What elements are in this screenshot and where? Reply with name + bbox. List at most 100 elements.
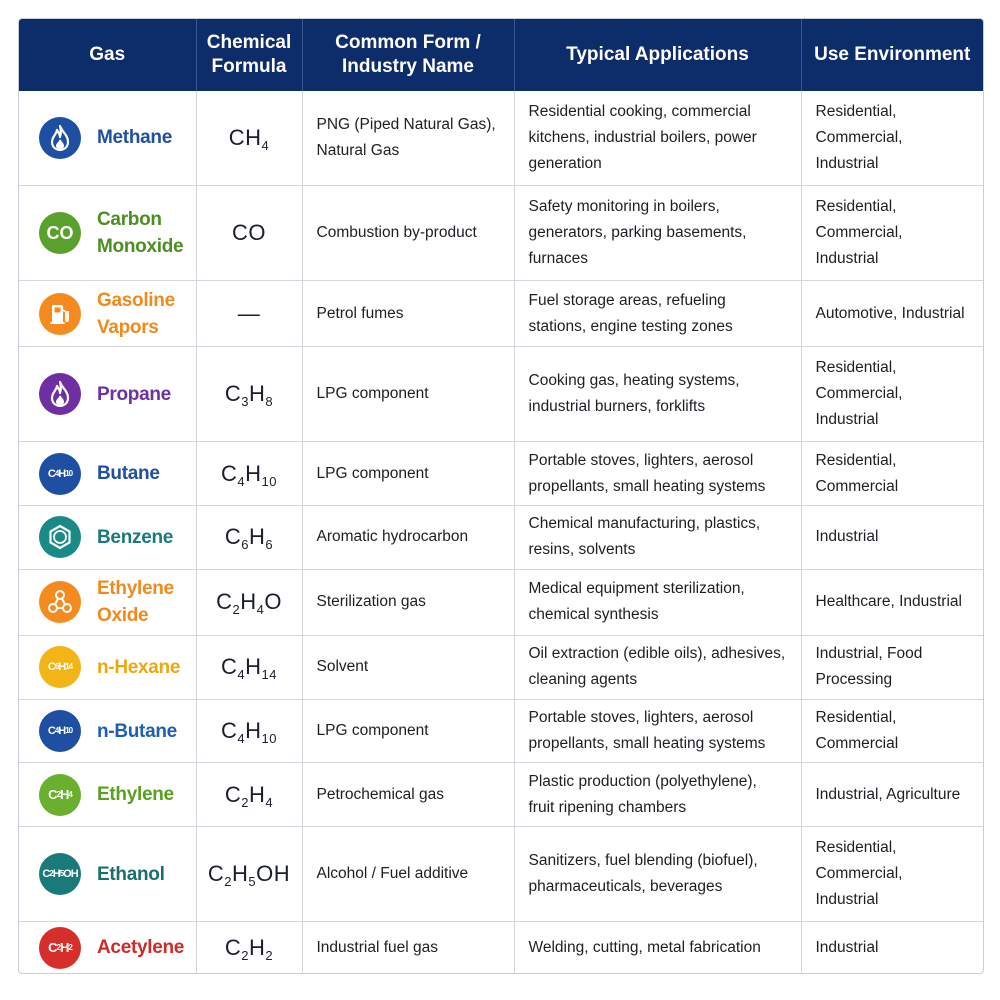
use-environment: Healthcare, Industrial	[801, 569, 983, 636]
header-chemical-formula: Chemical Formula	[196, 19, 303, 91]
use-environment: Residential, Commercial, Industrial	[801, 185, 983, 282]
chemical-formula: C2H2	[196, 921, 303, 973]
typical-applications: Safety monitoring in boilers, generators…	[514, 185, 802, 282]
gas-cell: Methane	[19, 91, 197, 186]
common-form: LPG component	[302, 441, 515, 506]
table-row-methane: Methane CH4 PNG (Piped Natural Gas), Nat…	[19, 91, 983, 186]
use-environment: Industrial, Agriculture	[801, 762, 983, 828]
typical-applications: Welding, cutting, metal fabrication	[514, 921, 802, 973]
typical-applications: Fuel storage areas, refueling stations, …	[514, 280, 802, 348]
gas-cell-inner: CO Carbon Monoxide	[39, 206, 188, 260]
gas-name: Ethylene	[97, 784, 174, 806]
typical-applications: Cooking gas, heating systems, industrial…	[514, 346, 802, 443]
use-environment: Residential, Commercial, Industrial	[801, 826, 983, 923]
use-environment: Industrial	[815, 938, 879, 956]
header-common-form: Common Form / Industry Name	[302, 19, 515, 91]
gas-name: Ethylene Oxide	[97, 578, 174, 627]
typical-applications: Residential cooking, commercial kitchens…	[514, 91, 802, 186]
chemical-formula: CH4	[196, 91, 303, 186]
ethanol-formula-icon: C 2 H 5 OH	[39, 853, 81, 896]
gas-cell: Propane	[19, 346, 197, 443]
gas-cell: C 2 H 5 OH Ethanol	[19, 826, 197, 923]
typical-applications: Plastic production (polyethylene), fruit…	[514, 762, 802, 828]
typical-applications: Medical equipment sterilization, chemica…	[514, 569, 802, 636]
gas-name: Butane	[97, 463, 160, 485]
common-form: Petrol fumes	[302, 280, 515, 348]
chemical-formula: C2H4O	[196, 569, 303, 636]
gas-name: Acetylene	[97, 937, 185, 959]
gas-name: n-Hexane	[97, 656, 181, 678]
use-environment: Residential, Commercial, Industrial	[801, 91, 983, 186]
flame-icon	[39, 116, 81, 159]
header-typical-applications: Typical Applications	[514, 19, 802, 91]
gas-name: Benzene	[97, 526, 174, 548]
use-environment: Residential, Commercial, Industrial	[801, 346, 983, 443]
chemical-formula: —	[196, 280, 303, 348]
gas-cell: Gasoline Vapors	[19, 280, 197, 348]
common-form: Alcohol / Fuel additive	[302, 826, 515, 923]
gas-cell-inner: Propane	[39, 373, 188, 416]
chemical-formula: C3H8	[196, 346, 303, 443]
table-row-carbon-monoxide: CO Carbon Monoxide CO Combustion by-prod…	[19, 185, 983, 282]
header-use-environment: Use Environment	[801, 19, 983, 91]
chemical-formula: CO	[196, 185, 303, 282]
gas-cell: Benzene	[19, 505, 197, 570]
common-form: Solvent	[302, 635, 515, 700]
benzene-ring-icon	[39, 516, 81, 559]
typical-applications: Oil extraction (edible oils), adhesives,…	[514, 635, 802, 700]
chemical-formula: C4H10	[196, 441, 303, 506]
gas-name: Gasoline Vapors	[97, 289, 175, 338]
gas-table-container: Gas Chemical Formula Common Form / Indus…	[18, 18, 984, 974]
table-row-benzene: Benzene C6H6 Aromatic hydrocarbon Chemic…	[19, 505, 983, 570]
typical-applications: Portable stoves, lighters, aerosol prope…	[514, 441, 802, 506]
gas-cell: CO Carbon Monoxide	[19, 185, 197, 282]
use-environment: Automotive, Industrial	[801, 280, 983, 348]
header-gas: Gas	[19, 19, 197, 91]
common-form: Aromatic hydrocarbon	[302, 505, 515, 570]
fuel-pump-icon	[39, 292, 81, 335]
gas-name: Carbon Monoxide	[97, 208, 184, 257]
co-icon: CO	[39, 211, 81, 254]
table-header-row: Gas Chemical Formula Common Form / Indus…	[19, 19, 983, 91]
gas-cell-inner: Benzene	[39, 516, 188, 559]
table-row-propane: Propane C3H8 LPG component Cooking gas, …	[19, 346, 983, 443]
typical-applications: Portable stoves, lighters, aerosol prope…	[514, 699, 802, 764]
table-row-gasoline-vapors: Gasoline Vapors — Petrol fumes Fuel stor…	[19, 280, 983, 348]
gas-cell-inner: C 2 H 5 OH Ethanol	[39, 853, 188, 896]
chemical-formula: C2H4	[196, 762, 303, 828]
gas-cell-inner: Ethylene Oxide	[39, 575, 188, 629]
gas-table: Gas Chemical Formula Common Form / Indus…	[19, 19, 983, 973]
gas-name: n-Butane	[97, 720, 177, 742]
common-form: LPG component	[302, 346, 515, 443]
chemical-formula: C4H14	[196, 635, 303, 700]
use-environment: Industrial	[801, 505, 983, 570]
chemical-formula: C6H6	[196, 505, 303, 570]
common-form: Sterilization gas	[302, 569, 515, 636]
use-environment: Residential, Commercial	[801, 441, 983, 506]
gas-cell-inner: Gasoline Vapors	[39, 287, 188, 341]
flame-icon	[39, 373, 81, 416]
gas-cell-inner: Methane	[39, 116, 188, 159]
table-row-ethylene-oxide: Ethylene Oxide C2H4O Sterilization gas M…	[19, 569, 983, 636]
gas-name: Methane	[97, 127, 172, 149]
common-form: Industrial fuel gas	[302, 921, 515, 973]
use-environment: Residential, Commercial	[801, 699, 983, 764]
common-form: Petrochemical gas	[302, 762, 515, 828]
common-form: PNG (Piped Natural Gas), Natural Gas	[302, 91, 515, 186]
